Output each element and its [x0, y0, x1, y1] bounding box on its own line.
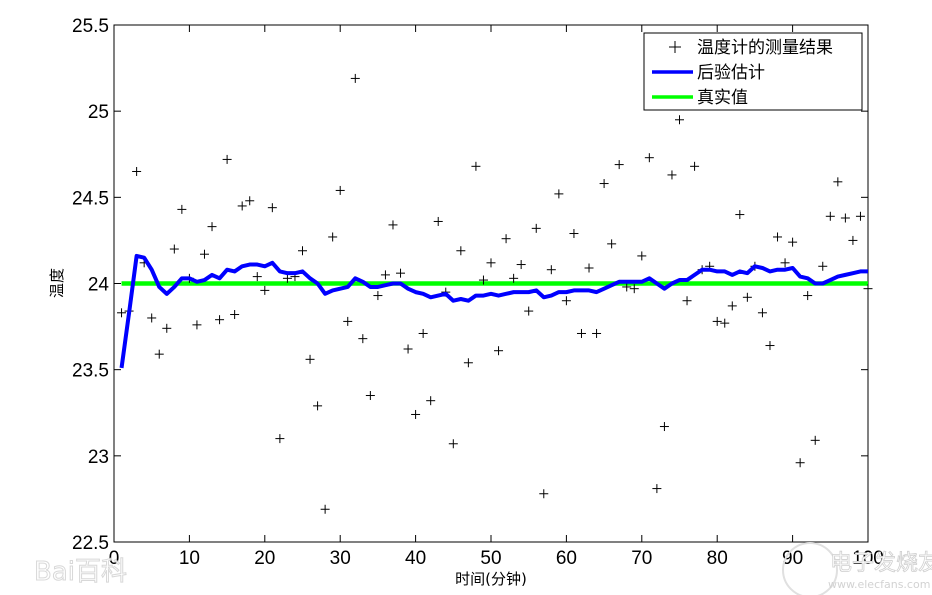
x-tick-label: 90 — [782, 548, 803, 569]
x-tick-label: 100 — [852, 548, 884, 569]
x-tick-labels: 0 10 20 30 40 50 60 70 80 90 100 — [109, 548, 884, 569]
axis-ticks — [113, 24, 869, 543]
x-tick-label: 60 — [556, 548, 577, 569]
y-tick-label: 23 — [88, 447, 109, 468]
y-tick-label: 23.5 — [72, 361, 109, 382]
legend: 温度计的测量结果 后验估计 真实值 — [643, 32, 863, 111]
posterior-estimate-line — [119, 253, 868, 369]
y-tick-label: 22.5 — [72, 533, 109, 554]
x-tick-label: 40 — [405, 548, 426, 569]
svg-text:www.elecfans.com: www.elecfans.com — [828, 578, 930, 591]
y-tick-label: 25.5 — [72, 16, 109, 37]
x-axis-label: 时间(分钟) — [455, 570, 527, 588]
elecfans-watermark: 电子发烧友 www.elecfans.com — [782, 542, 932, 595]
legend-label-posterior: 后验估计 — [697, 63, 765, 83]
legend-label-true-value: 真实值 — [697, 88, 748, 108]
x-tick-label: 30 — [330, 548, 351, 569]
y-tick-labels: 22.5 23 23.5 24 24.5 25 25.5 — [72, 16, 109, 554]
x-tick-label: 0 — [109, 548, 120, 569]
legend-marker-plus-icon — [669, 41, 681, 53]
svg-text:Bai百科: Bai百科 — [34, 557, 127, 587]
y-tick-label: 24 — [88, 275, 110, 296]
legend-label-measurement: 温度计的测量结果 — [697, 38, 833, 58]
x-tick-label: 50 — [480, 548, 501, 569]
y-tick-label: 24.5 — [72, 188, 109, 209]
x-tick-label: 20 — [254, 548, 275, 569]
measurement-markers — [117, 73, 873, 514]
y-axis-label: 温度 — [48, 268, 66, 298]
x-tick-label: 70 — [631, 548, 652, 569]
baidu-watermark: Bai百科 — [34, 557, 128, 588]
x-tick-label: 10 — [179, 548, 200, 569]
x-tick-label: 80 — [707, 548, 728, 569]
y-tick-label: 25 — [88, 102, 109, 123]
svg-text:电子发烧友: 电子发烧友 — [830, 551, 932, 576]
